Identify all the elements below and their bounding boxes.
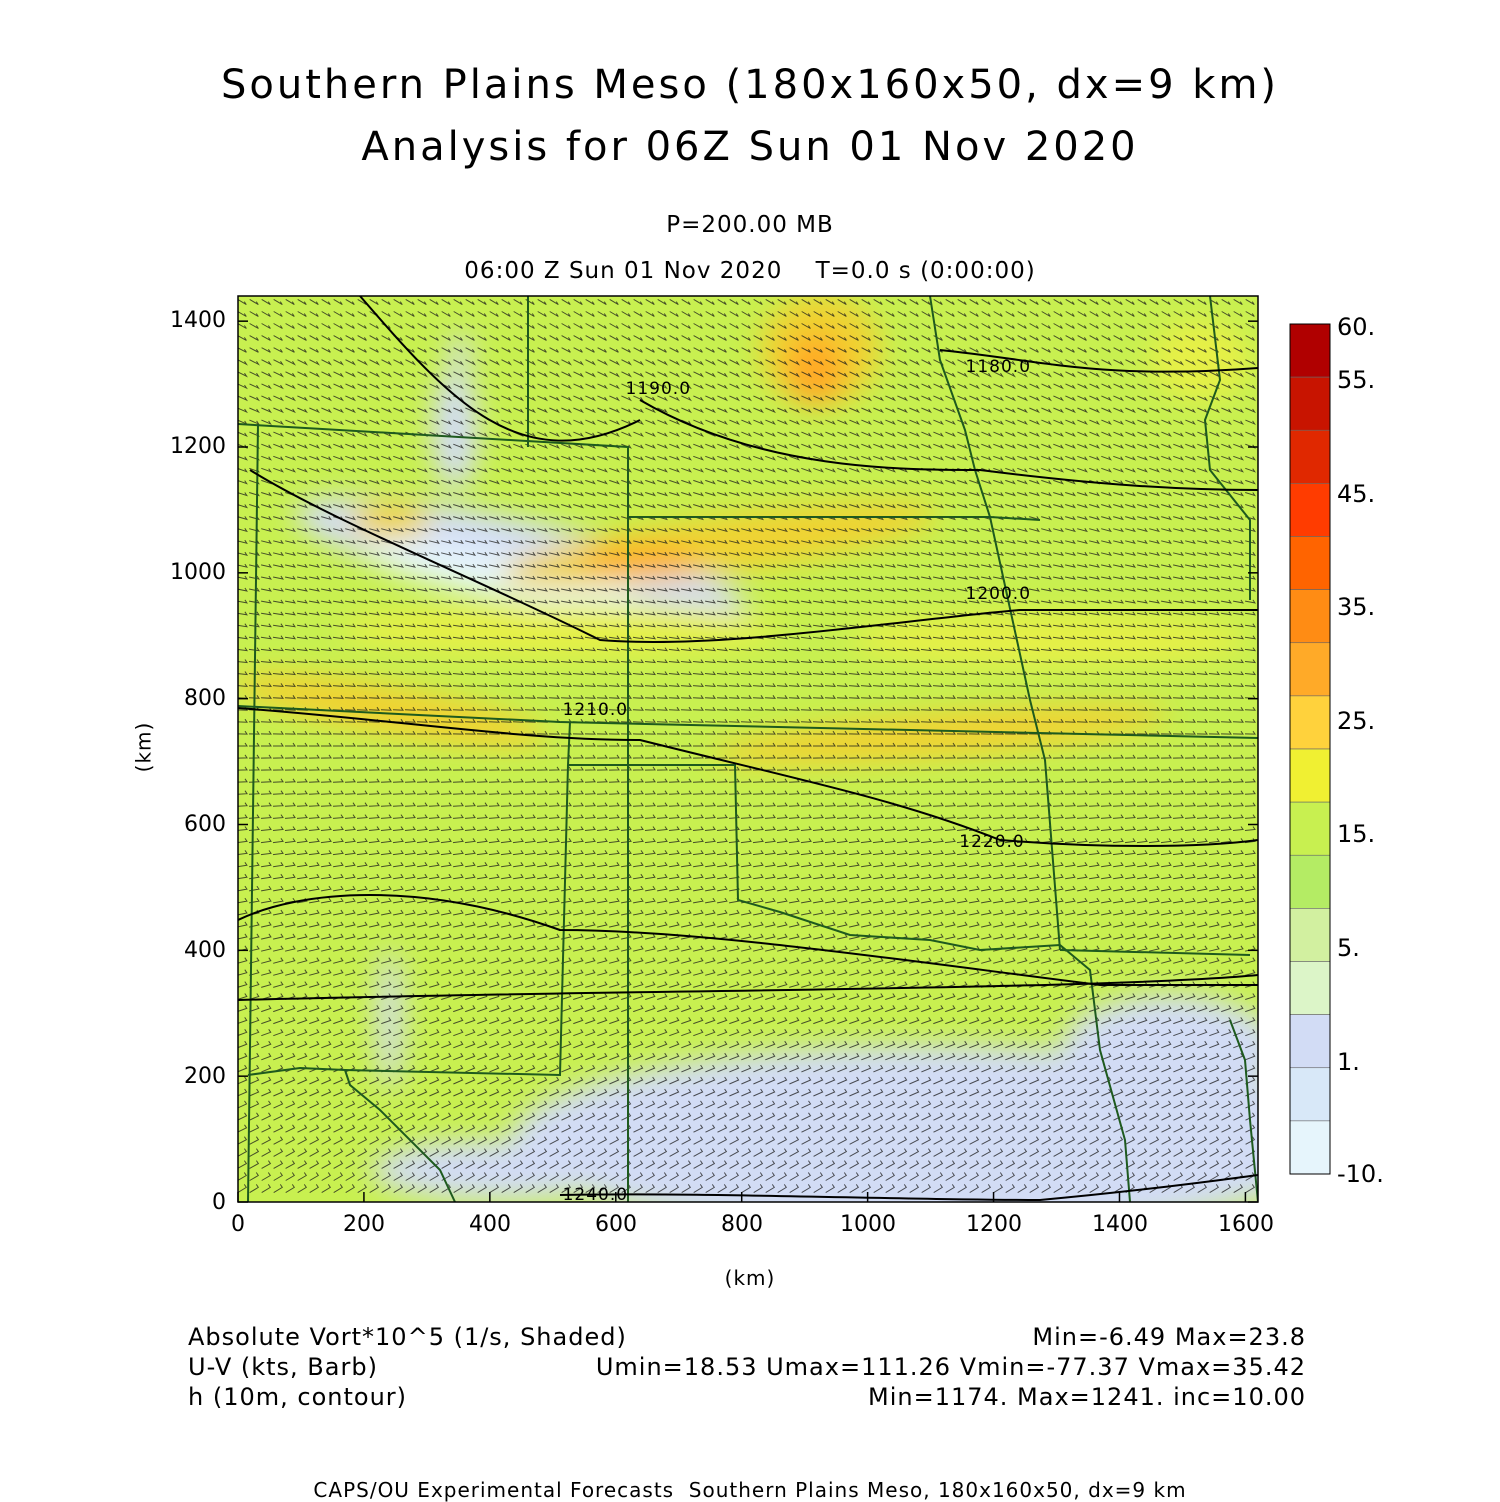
y-tick-label: 1400 — [170, 308, 226, 333]
vorticity-shading — [238, 296, 1258, 1202]
x-tick-label: 1200 — [966, 1212, 1022, 1237]
vorticity-region — [785, 335, 845, 405]
height-contour-line — [249, 469, 1258, 644]
vorticity-region — [1150, 320, 1250, 400]
colorbar-swatch — [1289, 854, 1331, 909]
colorbar-label: 35. — [1337, 593, 1376, 621]
vorticity-region — [510, 1045, 1258, 1202]
contour-label: 1190.0 — [625, 379, 692, 400]
colorbar-swatch — [1289, 323, 1331, 378]
colorbar-swatch — [1289, 483, 1331, 537]
y-tick-label: 1000 — [170, 560, 226, 585]
height-contour-line — [238, 707, 1258, 847]
x-tick-label: 1000 — [840, 1212, 896, 1237]
colorbar-swatch — [1289, 589, 1331, 644]
colorbar-label: 45. — [1337, 480, 1376, 508]
colorbar-swatch — [1289, 1067, 1331, 1122]
map-title-line1: Southern Plains Meso (180x160x50, dx=9 k… — [220, 62, 1280, 108]
height-contour-line — [238, 894, 1258, 987]
state-boundary-line — [344, 1069, 456, 1202]
vorticity-region — [362, 542, 638, 608]
legend-shaded-field: Absolute Vort*10^5 (1/s, Shaded) — [188, 1323, 627, 1351]
colorbar-label: -10. — [1337, 1160, 1384, 1188]
state-boundary-line — [1203, 296, 1251, 600]
colorbar-swatch — [1289, 429, 1331, 484]
state-boundary-line — [247, 423, 259, 1202]
vorticity-region — [450, 333, 470, 377]
valid-time: 06:00 Z Sun 01 Nov 2020 T=0.0 s (0:00:00… — [464, 258, 1036, 284]
height-contour-line — [559, 1174, 1258, 1202]
colorbar-swatch — [1289, 748, 1331, 803]
contour-label: 1240.0 — [562, 1184, 629, 1205]
y-axis-unit: (km) — [131, 721, 156, 773]
y-tick-label: 200 — [184, 1064, 226, 1089]
height-contour-line — [359, 296, 641, 442]
legend-contour-stats: Min=1174. Max=1241. inc=10.00 — [868, 1383, 1306, 1411]
height-contour-line — [238, 974, 1258, 1001]
plot-frame — [237, 295, 1259, 1203]
axis-ticks — [237, 320, 1258, 1203]
x-tick-label: 1600 — [1218, 1212, 1274, 1237]
colorbar-label: 1. — [1337, 1048, 1360, 1076]
contour-label: 1200.0 — [965, 583, 1032, 604]
colorbar-label: 15. — [1337, 820, 1376, 848]
legend-contour-field: h (10m, contour) — [188, 1383, 408, 1411]
colorbar-label: 25. — [1337, 707, 1376, 735]
colorbar-swatch — [1289, 695, 1331, 750]
state-boundary-line — [929, 296, 1061, 951]
colorbar-label: 55. — [1337, 366, 1376, 394]
vorticity-region — [850, 614, 1250, 666]
colorbar — [1289, 323, 1331, 1175]
wind-barbs — [238, 298, 1257, 1194]
colorbar-label: 60. — [1337, 313, 1376, 341]
state-boundary-line — [238, 423, 629, 1202]
state-boundary-line — [566, 721, 1131, 1202]
vorticity-region — [340, 604, 780, 656]
x-tick-label: 1400 — [1092, 1212, 1148, 1237]
x-tick-label: 800 — [721, 1212, 763, 1237]
state-boundaries — [238, 296, 1258, 1202]
pressure-level: P=200.00 MB — [666, 212, 834, 238]
footer-credit: CAPS/OU Experimental Forecasts Southern … — [313, 1478, 1187, 1502]
colorbar-frame — [1289, 323, 1331, 1175]
state-boundary-line — [1059, 949, 1251, 956]
state-boundary-line — [1229, 1019, 1258, 1202]
colorbar-swatch — [1289, 961, 1331, 1015]
x-axis-unit: (km) — [724, 1266, 776, 1290]
wind-barb-field — [238, 298, 1257, 1194]
contour-label: 1180.0 — [965, 357, 1032, 378]
x-tick-label: 400 — [469, 1212, 511, 1237]
contour-label: 1220.0 — [959, 832, 1025, 853]
colorbar-swatch — [1289, 376, 1331, 431]
state-boundary-line — [238, 705, 1258, 739]
contour-label: 1210.0 — [562, 700, 629, 721]
x-tick-label: 600 — [595, 1212, 637, 1237]
y-tick-label: 600 — [184, 812, 226, 837]
legend-barb-field: U-V (kts, Barb) — [188, 1353, 378, 1381]
height-contour-line — [639, 399, 1258, 491]
colorbar-swatch — [1289, 1014, 1331, 1069]
x-tick-label: 200 — [343, 1212, 385, 1237]
vorticity-region — [433, 370, 477, 490]
vorticity-region — [710, 705, 1170, 765]
height-contour-line — [939, 349, 1258, 373]
y-tick-label: 800 — [184, 686, 226, 711]
vorticity-region — [580, 546, 700, 574]
y-tick-label: 1200 — [170, 434, 226, 459]
map-title-line2: Analysis for 06Z Sun 01 Nov 2020 — [361, 124, 1139, 170]
height-contours — [238, 296, 1258, 1202]
colorbar-swatch — [1289, 642, 1331, 697]
x-tick-label: 0 — [231, 1212, 245, 1237]
colorbar-swatch — [1289, 536, 1331, 590]
y-tick-label: 0 — [212, 1190, 226, 1215]
colorbar-swatch — [1289, 1120, 1331, 1175]
colorbar-swatch — [1289, 801, 1331, 856]
colorbar-swatch — [1289, 908, 1331, 962]
legend-barb-stats: Umin=18.53 Umax=111.26 Vmin=-77.37 Vmax=… — [595, 1353, 1306, 1381]
colorbar-label: 5. — [1337, 934, 1360, 962]
y-tick-label: 400 — [184, 938, 226, 963]
legend-shaded-stats: Min=-6.49 Max=23.8 — [1032, 1323, 1306, 1351]
